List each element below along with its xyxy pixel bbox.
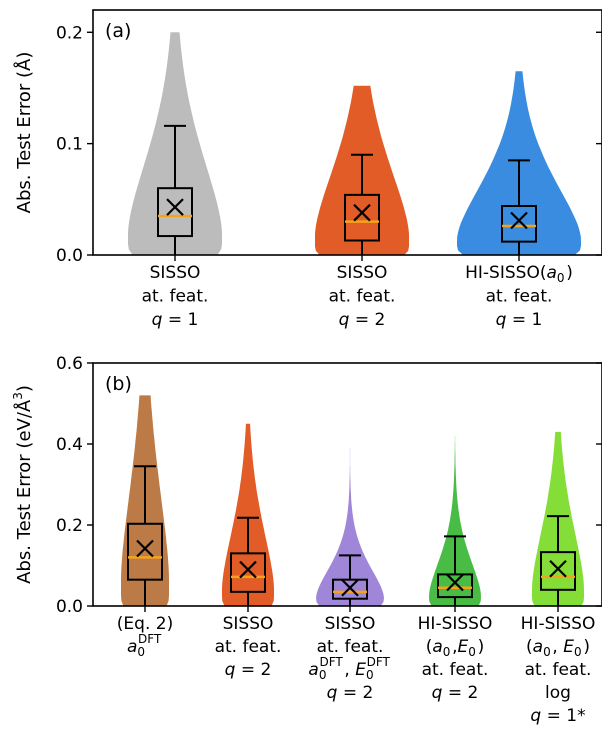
category-label-5-line-2: (a0 , E0 )	[526, 637, 590, 659]
violin-4	[429, 435, 481, 606]
category-label-5-line-4: log	[545, 683, 571, 703]
category-label-3-line-2: at. feat.	[486, 287, 553, 307]
category-label-1-line-1: SISSO	[150, 263, 201, 283]
violin-3	[316, 448, 384, 606]
mean-marker-4	[446, 573, 464, 592]
ytick-label: 0.0	[56, 597, 83, 617]
box-2	[344, 193, 380, 242]
box-3	[501, 205, 537, 243]
y-axis-label: Abs. Test Error (Å)	[13, 52, 35, 214]
category-label-1-line-2: a0DFT	[127, 632, 163, 659]
mean-marker-5	[549, 559, 567, 578]
category-label-2-line-1: SISSO	[223, 614, 274, 634]
ytick-label: 0.0	[56, 246, 83, 266]
ytick-label: 0.4	[56, 435, 83, 455]
plot-frame	[92, 362, 602, 607]
mean-marker-3	[510, 211, 528, 230]
mean-marker-2	[239, 560, 257, 579]
category-label-2-line-3: q = 2	[339, 310, 386, 330]
plot-frame	[92, 9, 602, 256]
mean-marker-3	[341, 578, 359, 597]
category-label-4-line-3: at. feat.	[422, 660, 489, 680]
ytick-label: 0.2	[56, 23, 83, 43]
box-5	[540, 551, 576, 591]
category-label-4-line-1: HI-SISSO	[418, 614, 493, 634]
category-label-1-line-3: q = 1	[152, 310, 199, 330]
mean-marker-2	[353, 203, 371, 222]
category-label-1-line-2: at. feat.	[142, 287, 209, 307]
ytick-label: 0.6	[56, 354, 83, 374]
category-label-3-line-3: a0DFT , E0DFT	[308, 655, 391, 682]
panel-label: (b)	[105, 373, 132, 395]
category-label-2-line-3: q = 2	[225, 660, 272, 680]
category-label-2-line-2: at. feat.	[329, 287, 396, 307]
box-2	[230, 552, 266, 593]
box-1	[127, 522, 163, 581]
panel-b: 0.0 0.2 0.4 0.6 (b) Abs. Test Error (eV/Å3) (E…	[11, 354, 602, 726]
category-label-4-line-4: q = 2	[432, 683, 479, 703]
category-label-3-line-1: SISSO	[325, 614, 376, 634]
panel-label: (a)	[105, 20, 131, 42]
category-label-2-line-2: at. feat.	[215, 637, 282, 657]
category-label-3-line-2: at. feat.	[317, 637, 384, 657]
category-label-5-line-1: HI-SISSO	[521, 614, 596, 634]
ytick-label: 0.1	[56, 135, 83, 155]
box-3	[332, 578, 368, 600]
violin-2	[222, 423, 274, 606]
box-1	[157, 187, 193, 238]
ytick-label: 0.2	[56, 516, 83, 536]
panel-a: 0.0 0.1 0.2 (a) Abs. Test Error (Å) SISSO at. …	[13, 9, 602, 330]
mean-marker-1	[166, 198, 184, 216]
category-label-3-line-4: q = 2	[327, 683, 374, 703]
box-4	[437, 573, 473, 599]
category-label-3-line-3: q = 1	[496, 310, 543, 330]
category-label-5-line-3: at. feat.	[525, 660, 592, 680]
mean-marker-1	[136, 539, 154, 558]
category-label-1-line-1: (Eq. 2)	[117, 614, 173, 634]
category-label-2-line-1: SISSO	[337, 263, 388, 283]
category-label-4-line-2: (a0 ,E0 )	[426, 637, 485, 659]
y-axis-label: Abs. Test Error (eV/Å3)	[11, 385, 35, 584]
category-label-3-line-1: HI-SISSO(a0 )	[465, 263, 573, 285]
category-label-5-line-5: q = 1*	[530, 706, 585, 726]
